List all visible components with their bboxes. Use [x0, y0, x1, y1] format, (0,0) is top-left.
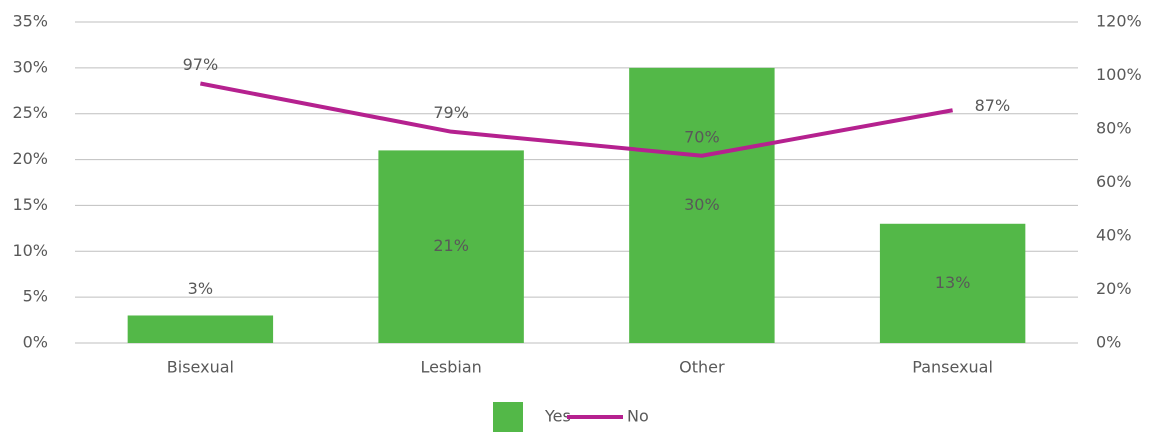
y-tick-label: 35% [12, 12, 48, 31]
y2-tick-label: 40% [1096, 226, 1132, 245]
x-tick-label: Bisexual [167, 358, 234, 377]
y2-tick-label: 0% [1096, 333, 1121, 352]
x-tick-label: Lesbian [420, 358, 481, 377]
x-tick-label: Pansexual [912, 358, 993, 377]
y2-tick-label: 120% [1096, 12, 1142, 31]
y-tick-label: 25% [12, 103, 48, 122]
y-tick-label: 0% [23, 333, 48, 352]
y2-tick-label: 20% [1096, 279, 1132, 298]
bar [629, 67, 775, 343]
legend-label: Yes [544, 407, 571, 426]
y-tick-label: 15% [12, 195, 48, 214]
line-value-label: 97% [183, 55, 219, 74]
x-tick-label: Other [679, 358, 725, 377]
line-value-label: 87% [975, 96, 1011, 115]
legend-label: No [627, 407, 649, 426]
y-tick-label: 10% [12, 241, 48, 260]
y-tick-label: 30% [12, 57, 48, 76]
bar-value-label: 13% [935, 273, 971, 292]
line [199, 81, 953, 158]
bar-value-label: 3% [188, 279, 213, 298]
bar-value-label: 21% [433, 236, 469, 255]
bar [378, 150, 524, 343]
y2-tick-label: 60% [1096, 172, 1132, 191]
line-value-label: 79% [433, 103, 469, 122]
y-tick-label: 5% [23, 287, 48, 306]
bar [127, 315, 274, 343]
bar-value-label: 30% [684, 195, 720, 214]
legend-swatch [493, 402, 523, 432]
y2-tick-label: 80% [1096, 119, 1132, 138]
line-value-label: 70% [684, 127, 720, 146]
bar [879, 223, 1026, 343]
y2-tick-label: 100% [1096, 65, 1142, 84]
y-tick-label: 20% [12, 149, 48, 168]
